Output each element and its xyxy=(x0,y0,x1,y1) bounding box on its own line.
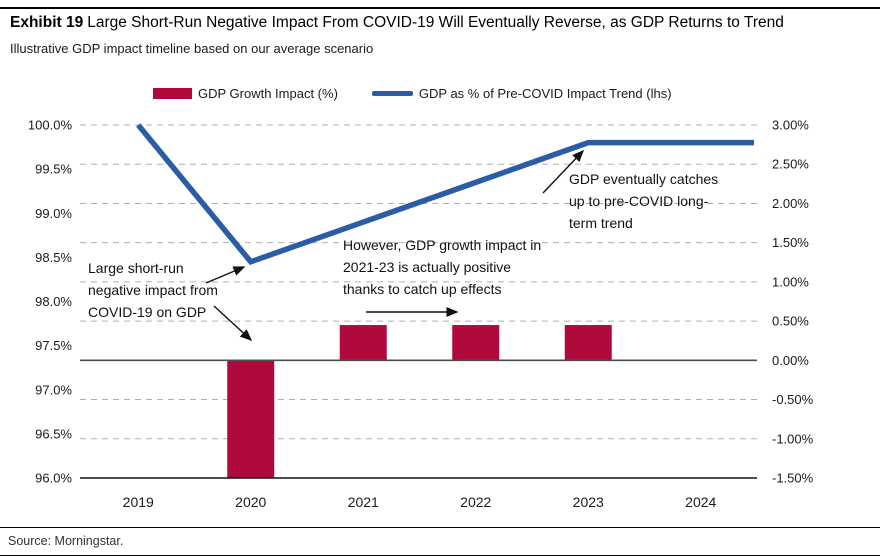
annotation-arrows xyxy=(205,149,585,342)
top-divider xyxy=(0,7,880,9)
legend-item-line-series: GDP as % of Pre-COVID Impact Trend (lhs) xyxy=(371,86,672,101)
year-label: 2023 xyxy=(573,494,604,510)
x-axis-year-labels: 2019 2020 2021 2022 2023 2024 xyxy=(123,494,717,510)
right-tick-label: -1.00% xyxy=(772,431,814,446)
trend-polyline xyxy=(136,123,754,266)
combo-chart: 100.0% 99.5% 99.0% 98.5% 98.0% 97.5% 97.0% 96.5… xyxy=(28,118,814,511)
annotation-line: negative impact from xyxy=(88,282,218,298)
bar-series-label: GDP Growth Impact (%) xyxy=(198,86,338,101)
legend-item-bar-series: GDP Growth Impact (%) xyxy=(153,86,338,101)
annotation-positive-catchup: However, GDP growth impact in 2021-23 is… xyxy=(343,234,558,300)
left-tick-label: 96.0% xyxy=(35,471,72,486)
annotation-line: Large short-run xyxy=(88,260,184,276)
left-tick-label: 99.5% xyxy=(35,162,72,177)
left-tick-label: 97.5% xyxy=(35,338,72,353)
gdp-growth-impact-bars xyxy=(227,325,612,478)
source-text: Source: Morningstar. xyxy=(8,534,124,548)
right-tick-label: 3.00% xyxy=(772,118,809,133)
chart-legend: GDP Growth Impact (%) GDP as % of Pre-CO… xyxy=(153,86,672,101)
bar-2020 xyxy=(227,360,275,478)
left-tick-label: 98.0% xyxy=(35,294,72,309)
exhibit-subtitle: Illustrative GDP impact timeline based o… xyxy=(10,41,374,56)
annotation-line: up to pre-COVID long- xyxy=(569,193,709,209)
right-tick-label: -0.50% xyxy=(772,392,814,407)
bar-2023 xyxy=(564,325,612,361)
left-tick-label: 98.5% xyxy=(35,250,72,265)
exhibit-title-text: Large Short-Run Negative Impact From COV… xyxy=(87,14,784,31)
annotation-arrow xyxy=(213,305,253,342)
left-tick-label: 100.0% xyxy=(28,118,73,133)
annotation-line: thanks to catch up effects xyxy=(343,281,502,297)
exhibit-title: Exhibit 19 Large Short-Run Negative Impac… xyxy=(10,14,870,32)
year-label: 2022 xyxy=(460,494,491,510)
bar-2022 xyxy=(452,325,500,361)
annotation-line: COVID-19 on GDP xyxy=(88,304,207,320)
exhibit-number: Exhibit 19 xyxy=(10,14,84,31)
bar-2021 xyxy=(339,325,387,361)
annotation-catches-up-trend: GDP eventually catches up to pre-COVID l… xyxy=(569,168,729,234)
year-label: 2019 xyxy=(123,494,154,510)
annotation-line: 2021-23 is actually positive xyxy=(343,259,512,275)
year-label: 2024 xyxy=(685,494,716,510)
left-tick-label: 97.0% xyxy=(35,382,72,397)
right-tick-label: 2.50% xyxy=(772,157,809,172)
annotation-line: However, GDP growth impact in xyxy=(343,237,542,253)
right-axis-tick-labels: 3.00% 2.50% 2.00% 1.50% 1.00% 0.50% 0.00% -0.50… xyxy=(772,118,814,486)
right-tick-label: -1.50% xyxy=(772,471,814,486)
annotation-line: GDP eventually catches xyxy=(569,171,719,187)
annotation-arrow xyxy=(205,266,246,284)
axis-lines xyxy=(80,359,757,479)
left-tick-label: 99.0% xyxy=(35,206,72,221)
left-axis-tick-labels: 100.0% 99.5% 99.0% 98.5% 98.0% 97.5% 97.0% 96.5… xyxy=(28,118,73,486)
bar-series-swatch xyxy=(153,88,192,99)
right-tick-label: 0.50% xyxy=(772,314,809,329)
annotation-short-run-impact: Large short-run negative impact from COV… xyxy=(88,257,253,323)
year-label: 2020 xyxy=(235,494,266,510)
gdp-trend-line xyxy=(136,123,754,266)
line-series-swatch xyxy=(371,91,413,96)
right-tick-label: 2.00% xyxy=(772,196,809,211)
bottom-divider xyxy=(0,554,880,556)
year-label: 2021 xyxy=(348,494,379,510)
line-series-label: GDP as % of Pre-COVID Impact Trend (lhs) xyxy=(418,86,672,101)
left-tick-label: 96.5% xyxy=(35,426,72,441)
right-tick-label: 1.50% xyxy=(772,235,809,250)
right-tick-label: 1.00% xyxy=(772,274,809,289)
annotation-line: term trend xyxy=(569,215,633,231)
annotation-arrow xyxy=(542,149,585,194)
source-block: Source: Morningstar. xyxy=(0,527,880,548)
right-tick-label: 0.00% xyxy=(772,353,809,368)
